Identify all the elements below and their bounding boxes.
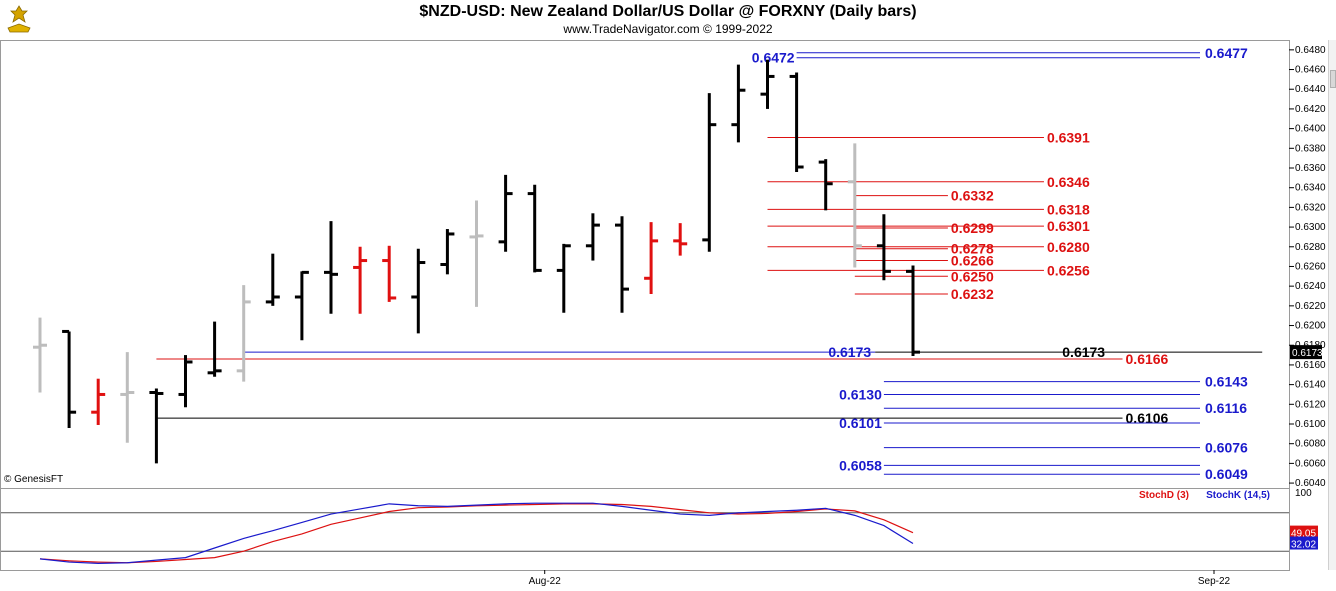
last-price-label: 0.6173 bbox=[1292, 348, 1323, 359]
price-axis-label: 0.6460 bbox=[1295, 65, 1326, 76]
x-axis-label: Aug-22 bbox=[529, 576, 562, 587]
stoch-d-line bbox=[39, 503, 914, 564]
price-axis-label: 0.6280 bbox=[1295, 242, 1326, 253]
legend-stoch-k: StochK (14,5) bbox=[1206, 490, 1270, 501]
level-label: 0.6250 bbox=[951, 268, 994, 284]
last-price-box bbox=[1290, 345, 1322, 360]
price-axis-label: 0.6140 bbox=[1295, 380, 1326, 391]
stoch-d-value: 49.05 bbox=[1291, 529, 1316, 540]
legend-stoch-d: StochD (3) bbox=[1139, 490, 1189, 501]
level-label: 0.6256 bbox=[1047, 262, 1090, 278]
genesis-logo-icon bbox=[3, 3, 35, 35]
level-label: 0.6477 bbox=[1205, 45, 1248, 61]
level-label: 0.6232 bbox=[951, 286, 994, 302]
level-label: 0.6391 bbox=[1047, 129, 1090, 145]
price-axis-label: 0.6360 bbox=[1295, 163, 1326, 174]
price-axis-label: 0.6220 bbox=[1295, 301, 1326, 312]
price-axis-label: 0.6240 bbox=[1295, 281, 1326, 292]
level-label: 0.6076 bbox=[1205, 440, 1248, 456]
chart-subtitle: www.TradeNavigator.com © 1999-2022 bbox=[563, 22, 773, 36]
level-label: 0.6266 bbox=[951, 253, 994, 269]
level-label: 0.6278 bbox=[951, 241, 994, 257]
stoch-panel-frame bbox=[0, 488, 1290, 571]
price-axis-label: 0.6100 bbox=[1295, 419, 1326, 430]
level-label: 0.6143 bbox=[1205, 374, 1248, 390]
price-axis-label: 0.6480 bbox=[1295, 45, 1326, 56]
level-label: 0.6280 bbox=[1047, 239, 1090, 255]
price-scrollbar[interactable] bbox=[1328, 40, 1336, 570]
price-axis-label: 0.6320 bbox=[1295, 202, 1326, 213]
level-label: 0.6346 bbox=[1047, 174, 1090, 190]
level-label: 0.6049 bbox=[1205, 466, 1248, 482]
level-label: 0.6472 bbox=[752, 50, 795, 66]
level-label: 0.6106 bbox=[1126, 410, 1169, 426]
x-axis-label: Sep-22 bbox=[1198, 576, 1231, 587]
price-axis-label: 0.6300 bbox=[1295, 222, 1326, 233]
price-axis-label: 0.6160 bbox=[1295, 360, 1326, 371]
price-axis-label: 0.6040 bbox=[1295, 478, 1326, 489]
level-label: 0.6116 bbox=[1205, 400, 1247, 416]
price-axis-label: 0.6420 bbox=[1295, 104, 1326, 115]
price-axis-label: 0.6260 bbox=[1295, 261, 1326, 272]
level-label: 0.6301 bbox=[1047, 218, 1090, 234]
stoch-d-value-box bbox=[1290, 525, 1318, 539]
level-label: 0.6130 bbox=[839, 386, 882, 402]
level-label: 0.6173 bbox=[828, 344, 871, 360]
price-scroll-thumb[interactable] bbox=[1330, 70, 1336, 88]
price-axis-label: 0.6380 bbox=[1295, 143, 1326, 154]
level-label: 0.6166 bbox=[1126, 351, 1169, 367]
stoch-k-value: 32.02 bbox=[1291, 540, 1316, 551]
chart-title: $NZD-USD: New Zealand Dollar/US Dollar @… bbox=[419, 3, 917, 20]
stoch-axis-label: 100 bbox=[1295, 488, 1312, 499]
level-label: 0.6332 bbox=[951, 188, 994, 204]
price-axis-label: 0.6080 bbox=[1295, 439, 1326, 450]
stoch-k-value-box bbox=[1290, 536, 1318, 550]
price-axis-label: 0.6440 bbox=[1295, 84, 1326, 95]
price-axis-label: 0.6400 bbox=[1295, 124, 1326, 135]
level-label: 0.6173 bbox=[1062, 344, 1105, 360]
level-label: 0.6318 bbox=[1047, 201, 1090, 217]
stoch-k-line bbox=[39, 502, 914, 564]
price-axis-label: 0.6200 bbox=[1295, 321, 1326, 332]
price-axis-label: 0.6060 bbox=[1295, 458, 1326, 469]
price-axis-label: 0.6340 bbox=[1295, 183, 1326, 194]
level-label: 0.6299 bbox=[951, 220, 994, 236]
price-axis-label: 0.6120 bbox=[1295, 399, 1326, 410]
price-panel-frame bbox=[0, 40, 1290, 489]
copyright-label: © GenesisFT bbox=[4, 474, 64, 485]
level-label: 0.6058 bbox=[839, 457, 882, 473]
level-label: 0.6101 bbox=[839, 415, 882, 431]
